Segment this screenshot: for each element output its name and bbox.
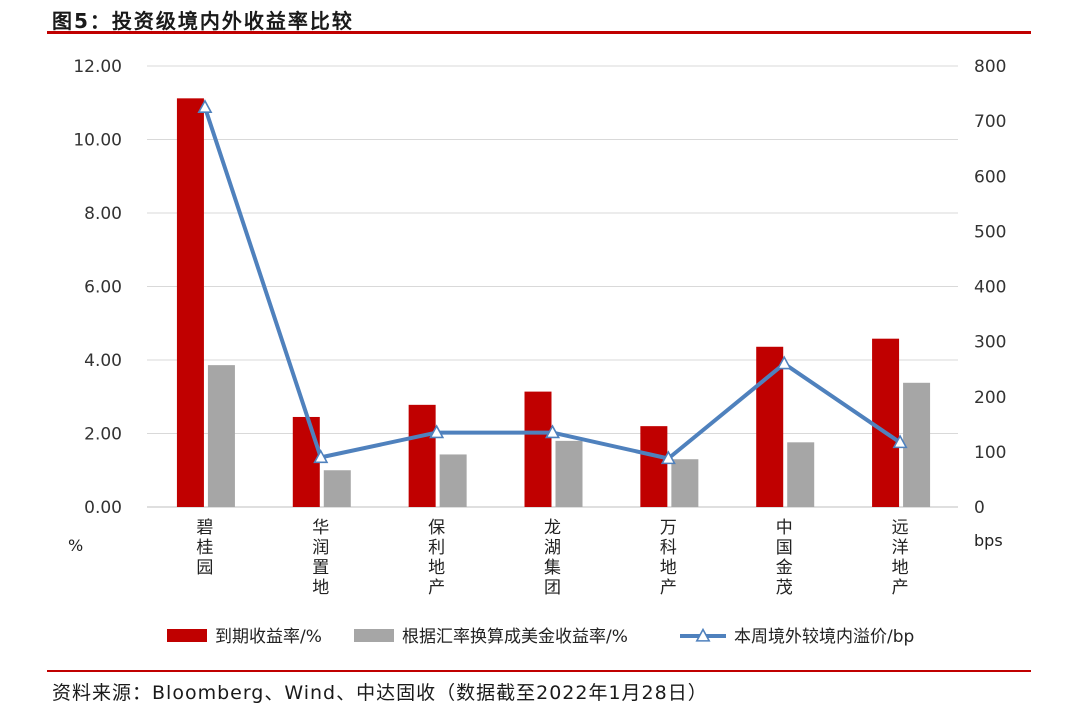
category-label: 碧 [196, 518, 213, 538]
bar-ytm [640, 426, 668, 507]
bar-usd-yield [555, 440, 583, 507]
category-label: 地 [428, 558, 445, 578]
premium-marker [892, 434, 908, 449]
category-label: 集 [544, 558, 561, 578]
category-label: 科 [660, 538, 677, 558]
premium-marker [660, 450, 676, 465]
source-note: 资料来源：Bloomberg、Wind、中达固收（数据截至2022年1月28日） [52, 682, 708, 704]
y-right-tick-label: 600 [974, 167, 1006, 187]
bar-ytm [408, 404, 436, 507]
category-label: 产 [428, 578, 445, 598]
y-left-tick-label: 4.00 [84, 351, 122, 371]
premium-marker [776, 355, 792, 370]
category-label: 桂 [196, 538, 213, 558]
category-label: 利 [428, 538, 445, 558]
category-label: 置 [312, 558, 329, 578]
y-right-tick-label: 700 [974, 112, 1006, 132]
category-label: 龙 [544, 518, 561, 538]
bar-usd-yield [671, 459, 699, 507]
bar-ytm [176, 98, 204, 507]
y-right-tick-label: 800 [974, 57, 1006, 77]
legend-marker-premium [695, 627, 711, 642]
premium-marker [197, 99, 213, 114]
category-label: 茂 [776, 578, 793, 598]
category-label: 万 [660, 518, 677, 538]
y-right-unit-label: bps [974, 531, 1003, 550]
y-left-tick-label: 0.00 [84, 498, 122, 518]
bar-usd-yield [207, 365, 235, 507]
category-label: 保 [428, 518, 445, 538]
category-label: 金 [776, 558, 793, 578]
bar-usd-yield [439, 454, 467, 507]
bar-ytm [756, 346, 784, 507]
category-label: 地 [660, 558, 677, 578]
premium-line [203, 106, 902, 461]
bar-ytm [524, 391, 552, 507]
bar-usd-yield [787, 442, 815, 507]
category-label: 地 [312, 578, 329, 598]
category-label: 产 [660, 578, 677, 598]
premium-marker [429, 424, 445, 439]
legend-label-premium: 本周境外较境内溢价/bp [734, 627, 914, 647]
chart-title: 图5：投资级境内外收益率比较 [52, 9, 354, 33]
legend-swatch-ytm [167, 629, 207, 642]
y-right-tick-label: 100 [974, 443, 1006, 463]
y-right-tick-label: 500 [974, 222, 1006, 242]
category-label: 产 [892, 578, 909, 598]
premium-marker [544, 424, 561, 439]
category-label: 润 [312, 538, 329, 558]
y-left-unit-label: % [68, 536, 83, 555]
bar-ytm [872, 338, 900, 507]
source-divider [47, 670, 1031, 672]
category-label: 华 [312, 518, 329, 538]
category-label: 园 [196, 558, 213, 578]
title-divider [47, 31, 1031, 34]
y-left-tick-label: 8.00 [84, 204, 122, 224]
premium-marker [313, 449, 329, 464]
y-right-tick-label: 0 [974, 498, 985, 518]
category-label: 湖 [544, 538, 561, 558]
category-label: 洋 [892, 538, 909, 558]
category-label: 团 [544, 578, 561, 598]
y-left-tick-label: 2.00 [84, 425, 122, 445]
y-left-tick-label: 12.00 [73, 57, 122, 77]
y-right-tick-label: 200 [974, 388, 1006, 408]
legend-label-usd-yield: 根据汇率换算成美金收益率/% [402, 627, 628, 647]
y-right-tick-label: 300 [974, 333, 1006, 353]
bar-usd-yield [323, 470, 351, 507]
category-label: 国 [776, 538, 793, 558]
legend-swatch-usd-yield [354, 629, 394, 642]
category-label: 地 [892, 558, 909, 578]
bar-usd-yield [903, 382, 931, 507]
category-label: 远 [892, 518, 909, 538]
legend-label-ytm: 到期收益率/% [215, 627, 322, 647]
y-left-tick-label: 10.00 [73, 131, 122, 151]
y-right-tick-label: 400 [974, 278, 1006, 298]
y-left-tick-label: 6.00 [84, 278, 122, 298]
category-label: 中 [776, 518, 793, 538]
